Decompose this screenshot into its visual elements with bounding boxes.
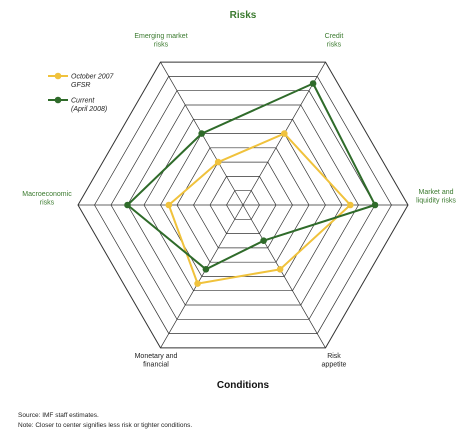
series-point bbox=[194, 280, 201, 287]
axis-label-line: appetite bbox=[322, 362, 347, 369]
series-point bbox=[281, 130, 288, 137]
explanation-note: Note: Closer to center signifies less ri… bbox=[18, 422, 193, 429]
axis-label-line: risks bbox=[40, 200, 55, 207]
conditions-label: Conditions bbox=[217, 380, 270, 391]
series-point bbox=[214, 158, 222, 166]
axis-label-line: risks bbox=[154, 42, 169, 49]
legend-swatch-marker bbox=[54, 96, 62, 104]
axis-label: Monetary and financial bbox=[135, 353, 178, 369]
legend-label-line: GFSR bbox=[71, 82, 90, 89]
axis-label-line: Risk bbox=[327, 353, 341, 360]
axis-label: Credit risks bbox=[325, 33, 344, 49]
legend-swatch-marker bbox=[54, 72, 62, 80]
axis-label-line: Monetary and bbox=[135, 353, 178, 360]
axis-label-line: liquidity risks bbox=[416, 198, 456, 205]
series-point bbox=[124, 201, 131, 209]
series-point bbox=[276, 266, 284, 273]
axis-label-line: Emerging market bbox=[134, 33, 187, 40]
axis-label: Macroeconomic risks bbox=[22, 191, 72, 207]
axis-label: Market and liquidity risks bbox=[416, 189, 456, 205]
axis-label-line: Credit bbox=[325, 33, 344, 40]
legend-label-line: October 2007 bbox=[71, 74, 115, 81]
series-point bbox=[371, 201, 379, 209]
chart-title: Risks bbox=[230, 10, 257, 21]
axis-label-line: risks bbox=[327, 42, 342, 49]
axis-spoke bbox=[160, 204, 244, 349]
legend-label: Current (April 2008) bbox=[71, 98, 107, 114]
series-point bbox=[202, 266, 210, 273]
axis-label-line: financial bbox=[143, 362, 169, 369]
legend-label-line: (April 2008) bbox=[71, 106, 107, 113]
series-point bbox=[165, 201, 173, 209]
legend-label: October 2007 GFSR bbox=[71, 74, 115, 90]
series-point bbox=[309, 80, 317, 87]
series-point bbox=[260, 237, 267, 244]
source-note: Source: IMF staff estimates. bbox=[18, 412, 99, 419]
axis-label-line: Market and bbox=[418, 189, 453, 196]
series-point bbox=[198, 130, 205, 137]
axis-label: Risk appetite bbox=[322, 353, 347, 369]
axis-label: Emerging market risks bbox=[134, 33, 187, 49]
legend-label-line: Current bbox=[71, 98, 95, 105]
axis-spoke bbox=[242, 204, 326, 349]
axis-label-line: Macroeconomic bbox=[22, 191, 72, 198]
series-point bbox=[347, 201, 354, 209]
